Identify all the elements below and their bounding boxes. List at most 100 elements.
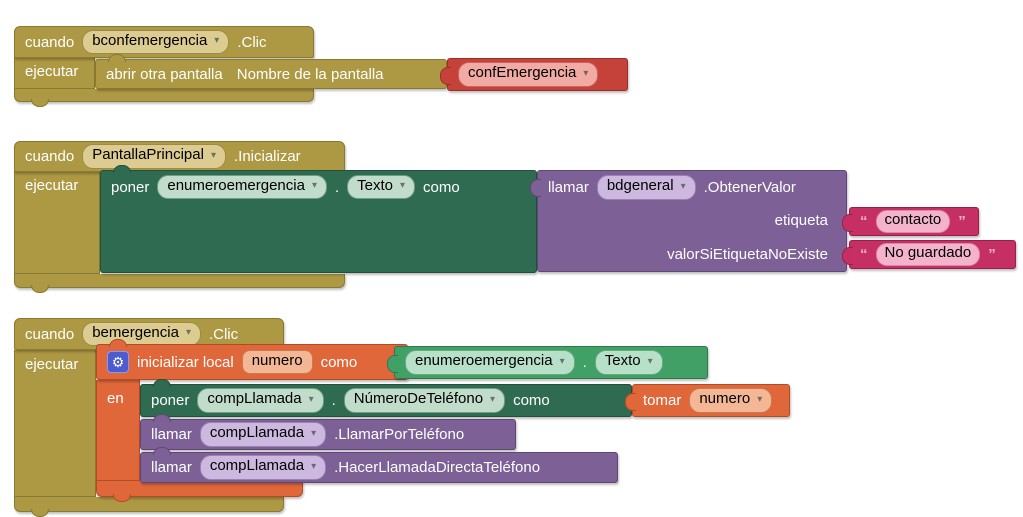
component-dropdown-compllamada[interactable]: compLlamada ▾: [197, 388, 324, 413]
component-dropdown-bemergencia[interactable]: bemergencia ▾: [82, 321, 201, 347]
initialize-local-numero-block[interactable]: ⚙ inicializar local numero como: [96, 339, 408, 380]
set-compllamada-numerodetelefono-block[interactable]: poner compLlamada ▾ . NúmeroDeTeléfono ▾…: [140, 379, 632, 417]
get-label: tomar: [643, 392, 682, 409]
method-label: .HacerLlamadaDirectaTeléfono: [334, 459, 541, 476]
set-enumeroemergencia-texto-block[interactable]: poner enumeroemergencia ▾ . Texto ▾ como: [100, 165, 537, 273]
dropdown-arrow-icon: ▾: [583, 67, 589, 79]
do-slot-column: ejecutar: [14, 350, 96, 497]
param-label: valorSiEtiquetaNoExiste: [667, 245, 828, 263]
dropdown-value: numero: [699, 390, 751, 408]
dropdown-value: Texto: [604, 352, 641, 370]
param-label: etiqueta: [774, 212, 828, 230]
property-dropdown-texto[interactable]: Texto ▾: [594, 350, 663, 375]
component-dropdown-compllamada[interactable]: compLlamada ▾: [199, 422, 327, 447]
text-string-field[interactable]: contacto: [875, 210, 951, 233]
dropdown-value: confEmergencia: [468, 64, 577, 82]
dropdown-arrow-icon: ▾: [311, 460, 317, 472]
component-dropdown-pantallaprincipal[interactable]: PantallaPrincipal ▾: [82, 144, 226, 169]
dropdown-arrow-icon: ▾: [647, 355, 653, 367]
call-bdgeneral-obtenervalor-block[interactable]: llamar bdgeneral ▾ .ObtenerValor etiquet…: [530, 170, 847, 272]
event-label: .Clic: [237, 33, 267, 51]
dropdown-arrow-icon: ▾: [559, 355, 565, 367]
event-block-bconfemergencia-clic[interactable]: cuando bconfemergencia ▾ .Clic: [14, 26, 314, 58]
property-dropdown-texto[interactable]: Texto ▾: [347, 174, 416, 200]
event-block-bemergencia-clic[interactable]: cuando bemergencia ▾ .Clic: [14, 318, 284, 350]
property-dropdown-numerodetelefono[interactable]: NúmeroDeTeléfono ▾: [343, 388, 506, 413]
component-dropdown-compllamada[interactable]: compLlamada ▾: [199, 455, 327, 480]
event-label: .Inicializar: [233, 148, 301, 165]
block-bottom-edge: [14, 274, 345, 293]
dropdown-arrow-icon: ▾: [214, 35, 220, 46]
call-header-row: llamar bdgeneral ▾ .ObtenerValor: [538, 171, 846, 204]
screen-dropdown-confEmergencia[interactable]: confEmergencia ▾: [458, 62, 599, 87]
param-row-valorsietiquetanoexiste: valorSiEtiquetaNoExiste: [538, 238, 846, 271]
dropdown-value: bconfemergencia: [92, 31, 208, 49]
as-label: como: [320, 353, 358, 371]
dropdown-value: compLlamada: [207, 390, 302, 408]
dropdown-value: NúmeroDeTeléfono: [353, 390, 484, 408]
local-variable-name-field[interactable]: numero: [241, 349, 313, 375]
component-dropdown-enumeroemergencia[interactable]: enumeroemergencia ▾: [405, 350, 575, 375]
call-label: llamar: [548, 179, 589, 197]
text-string-field[interactable]: No guardado: [875, 243, 981, 266]
variable-dropdown-numero[interactable]: numero ▾: [689, 388, 773, 413]
dropdown-arrow-icon: ▾: [185, 327, 191, 338]
dropdown-arrow-icon: ▾: [757, 393, 763, 405]
do-label: ejecutar: [25, 63, 79, 80]
component-dropdown-bdgeneral[interactable]: bdgeneral ▾: [596, 175, 696, 201]
open-another-screen-block[interactable]: abrir otra pantalla Nombre de la pantall…: [95, 54, 447, 89]
do-slot-column: ejecutar: [14, 171, 100, 274]
in-label: en: [107, 390, 124, 407]
call-label: llamar: [151, 459, 192, 476]
component-dropdown-enumeroemergencia[interactable]: enumeroemergencia ▾: [157, 174, 327, 200]
dropdown-arrow-icon: ▾: [308, 393, 314, 405]
dropdown-arrow-icon: ▾: [311, 427, 317, 439]
call-compllamada-hacerllamadadirectatelefono-block[interactable]: llamar compLlamada ▾ .HacerLlamadaDirect…: [140, 447, 618, 483]
get-local-numero-block[interactable]: tomar numero ▾: [625, 384, 790, 417]
block-bottom-edge: [14, 89, 314, 107]
dropdown-value: Texto: [357, 176, 394, 194]
call-label: llamar: [151, 426, 192, 443]
dropdown-value: enumeroemergencia: [167, 176, 305, 194]
dropdown-value: compLlamada: [209, 457, 305, 475]
text-string-block-no-guardado[interactable]: “ No guardado ”: [842, 240, 1016, 269]
set-label: poner: [151, 392, 190, 409]
block-bottom-edge: [96, 481, 303, 502]
screen-name-param-label: Nombre de la pantalla: [236, 65, 384, 83]
when-label: cuando: [25, 325, 75, 343]
dropdown-arrow-icon: ▾: [311, 180, 317, 191]
text-value: numero: [251, 351, 303, 369]
dot-separator: .: [582, 354, 587, 371]
do-label: ejecutar: [25, 177, 79, 194]
mutator-gear-icon[interactable]: ⚙: [107, 351, 129, 373]
as-label: como: [513, 392, 550, 409]
set-label: poner: [111, 178, 150, 196]
do-slot-column: ejecutar: [14, 57, 95, 89]
text-value: contacto: [884, 211, 942, 229]
dot-separator: .: [331, 392, 336, 409]
param-row-etiqueta: etiqueta: [538, 204, 846, 237]
open-screen-label: abrir otra pantalla: [106, 65, 223, 83]
dropdown-value: bdgeneral: [606, 177, 674, 195]
when-label: cuando: [25, 148, 75, 165]
event-block-pantallaprincipal-inicializar[interactable]: cuando PantallaPrincipal ▾ .Inicializar: [14, 141, 345, 172]
close-quote: ”: [958, 213, 966, 230]
getter-enumeroemergencia-texto-block[interactable]: enumeroemergencia ▾ . Texto ▾: [387, 346, 708, 379]
close-quote: ”: [988, 246, 996, 263]
component-dropdown-bconfemergencia[interactable]: bconfemergencia ▾: [82, 29, 230, 55]
dot-separator: .: [334, 178, 340, 196]
call-compllamada-llamarportelefono-block[interactable]: llamar compLlamada ▾ .LlamarPorTeléfono: [140, 414, 516, 450]
open-quote: “: [860, 213, 868, 230]
dropdown-value: compLlamada: [209, 424, 305, 442]
text-string-block-contacto[interactable]: “ contacto ”: [842, 207, 979, 236]
block-bottom-edge: [14, 497, 284, 517]
method-label: .ObtenerValor: [703, 179, 796, 197]
as-label: como: [423, 178, 460, 196]
screen-name-value-block[interactable]: confEmergencia ▾: [440, 58, 628, 91]
dropdown-value: bemergencia: [92, 323, 179, 341]
in-slot-column: en: [96, 380, 140, 481]
event-label: .Clic: [208, 325, 239, 343]
text-value: No guardado: [884, 244, 972, 262]
open-quote: “: [860, 246, 868, 263]
